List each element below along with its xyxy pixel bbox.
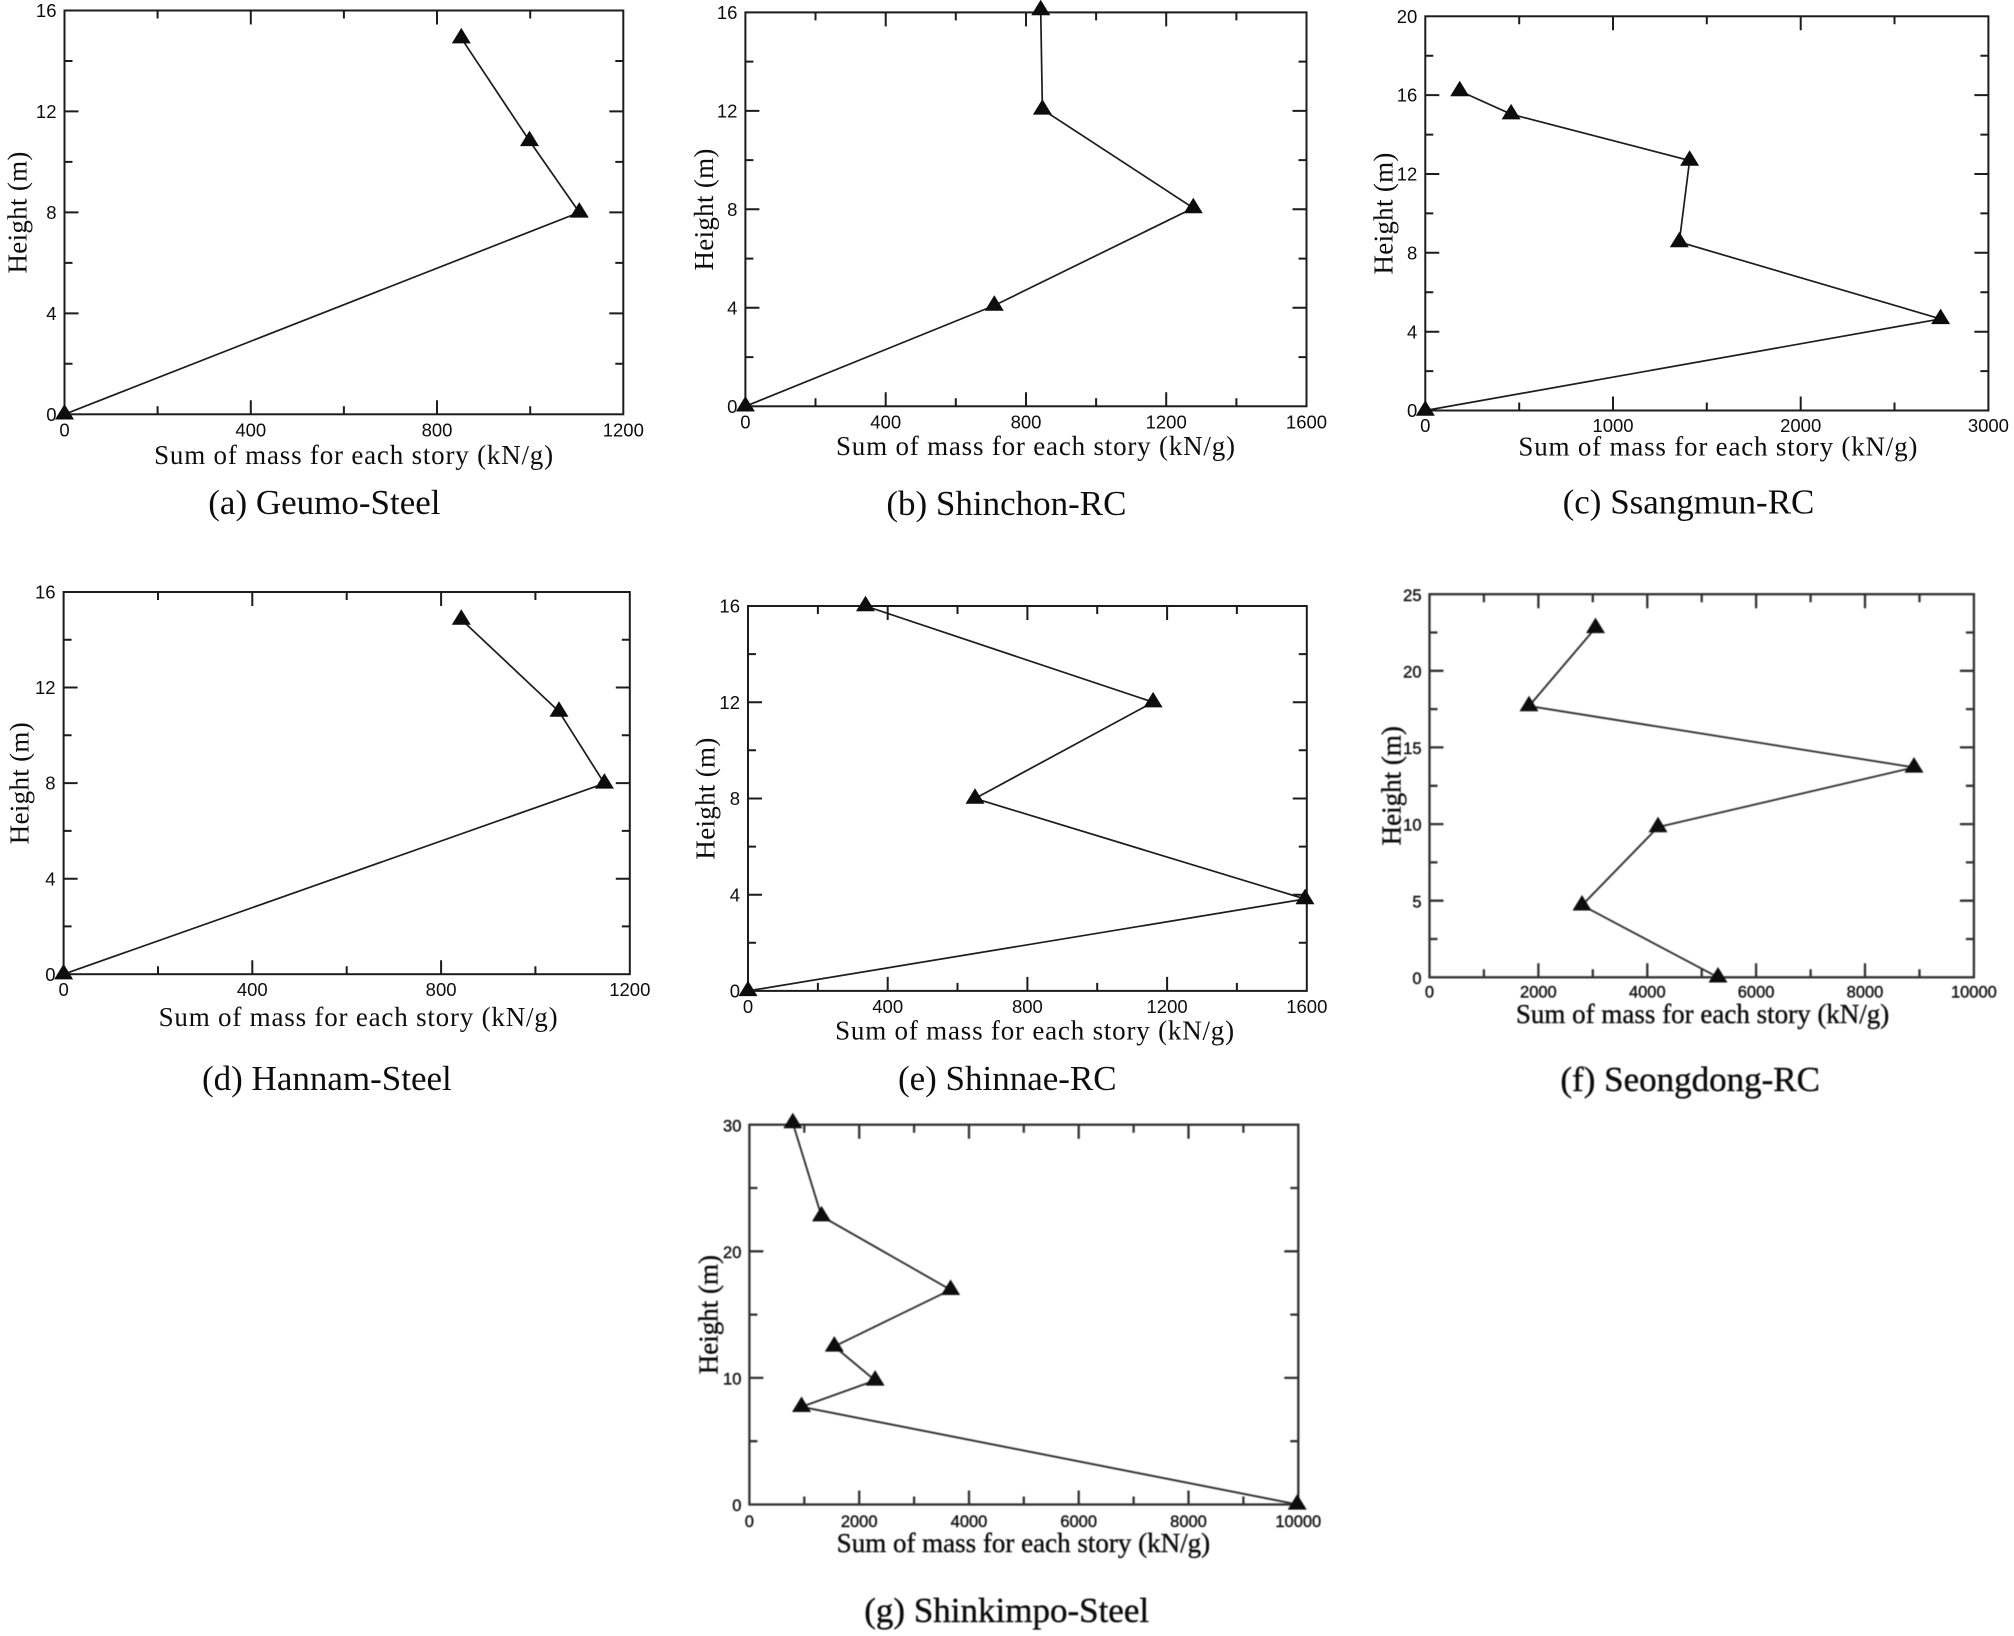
svg-text:15: 15 [1403, 740, 1421, 758]
svg-text:4: 4 [730, 884, 740, 905]
svg-text:800: 800 [426, 979, 457, 1000]
svg-text:12: 12 [35, 677, 56, 698]
svg-text:800: 800 [422, 420, 453, 441]
svg-text:12: 12 [1397, 164, 1418, 185]
svg-text:2000: 2000 [841, 1513, 878, 1531]
svg-text:8: 8 [46, 202, 56, 223]
svg-text:16: 16 [717, 2, 738, 23]
svg-text:30: 30 [723, 1117, 741, 1135]
svg-text:Height (m): Height (m) [3, 151, 33, 273]
svg-text:1200: 1200 [603, 420, 644, 441]
svg-text:(d) Hannam-Steel: (d) Hannam-Steel [202, 1059, 452, 1098]
svg-text:Sum of mass for each story (kN: Sum of mass for each story (kN/g) [1516, 999, 1889, 1029]
svg-text:5: 5 [1412, 893, 1421, 911]
svg-text:4: 4 [46, 303, 56, 324]
svg-text:12: 12 [36, 101, 57, 122]
svg-text:1000: 1000 [1592, 415, 1633, 436]
svg-text:1200: 1200 [609, 979, 650, 1000]
svg-text:0: 0 [45, 964, 55, 985]
svg-text:20: 20 [1403, 663, 1421, 681]
svg-text:Height (m): Height (m) [691, 737, 721, 859]
svg-text:(c) Ssangmun-RC: (c) Ssangmun-RC [1563, 483, 1815, 522]
svg-text:0: 0 [740, 411, 750, 432]
svg-text:4000: 4000 [1629, 984, 1666, 1002]
svg-text:0: 0 [59, 420, 69, 441]
svg-text:Height (m): Height (m) [4, 722, 34, 844]
svg-text:Height (m): Height (m) [1377, 726, 1407, 845]
svg-text:1600: 1600 [1286, 996, 1327, 1017]
svg-text:0: 0 [1407, 400, 1417, 421]
svg-text:4: 4 [727, 297, 737, 318]
svg-text:25: 25 [1403, 587, 1421, 605]
svg-text:8000: 8000 [1170, 1513, 1207, 1531]
svg-text:10: 10 [1403, 817, 1421, 835]
svg-text:16: 16 [36, 0, 57, 21]
svg-text:10: 10 [723, 1371, 741, 1389]
svg-text:Height (m): Height (m) [1368, 152, 1398, 274]
svg-text:12: 12 [719, 692, 740, 713]
svg-text:(b) Shinchon-RC: (b) Shinchon-RC [886, 484, 1126, 523]
svg-text:0: 0 [58, 979, 68, 1000]
svg-text:16: 16 [1397, 85, 1418, 106]
svg-text:16: 16 [719, 596, 740, 617]
svg-text:(f) Seongdong-RC: (f) Seongdong-RC [1560, 1060, 1820, 1099]
svg-text:Sum of mass for each story (kN: Sum of mass for each story (kN/g) [835, 1016, 1235, 1046]
svg-text:12: 12 [717, 101, 738, 122]
svg-text:1600: 1600 [1286, 411, 1327, 432]
svg-text:Sum of mass for each story (kN: Sum of mass for each story (kN/g) [837, 1528, 1210, 1558]
svg-text:0: 0 [745, 1513, 754, 1531]
svg-text:8: 8 [730, 788, 740, 809]
svg-text:400: 400 [872, 996, 903, 1017]
svg-text:800: 800 [1012, 996, 1043, 1017]
svg-text:8: 8 [1407, 242, 1417, 263]
svg-text:8000: 8000 [1847, 984, 1884, 1002]
svg-text:2000: 2000 [1780, 415, 1821, 436]
svg-text:3000: 3000 [1968, 415, 2009, 436]
svg-text:0: 0 [732, 1497, 741, 1515]
svg-text:4: 4 [45, 868, 55, 889]
svg-text:Sum of mass for each story (kN: Sum of mass for each story (kN/g) [159, 1002, 559, 1032]
svg-text:0: 0 [1425, 984, 1434, 1002]
svg-text:6000: 6000 [1738, 984, 1775, 1002]
svg-text:8: 8 [727, 199, 737, 220]
svg-text:400: 400 [235, 420, 266, 441]
svg-text:0: 0 [46, 404, 56, 425]
svg-text:16: 16 [35, 582, 56, 603]
svg-text:400: 400 [237, 979, 268, 1000]
svg-text:10000: 10000 [1951, 984, 1997, 1002]
svg-text:4000: 4000 [951, 1513, 988, 1531]
svg-text:(a) Geumo-Steel: (a) Geumo-Steel [208, 483, 441, 522]
svg-text:Height (m): Height (m) [694, 1255, 724, 1374]
svg-text:0: 0 [1420, 415, 1430, 436]
svg-text:Sum of mass for each story (kN: Sum of mass for each story (kN/g) [154, 440, 554, 470]
svg-text:(g) Shinkimpo-Steel: (g) Shinkimpo-Steel [864, 1591, 1149, 1630]
svg-text:800: 800 [1011, 411, 1042, 432]
svg-text:400: 400 [870, 411, 901, 432]
svg-text:6000: 6000 [1060, 1513, 1097, 1531]
svg-text:8: 8 [45, 773, 55, 794]
svg-text:0: 0 [730, 981, 740, 1002]
svg-text:0: 0 [727, 396, 737, 417]
svg-text:1200: 1200 [1146, 411, 1187, 432]
svg-text:Sum of mass for each story (kN: Sum of mass for each story (kN/g) [836, 431, 1236, 461]
svg-text:Sum of mass for each story (kN: Sum of mass for each story (kN/g) [1518, 431, 1918, 461]
svg-text:2000: 2000 [1520, 984, 1557, 1002]
svg-text:10000: 10000 [1275, 1513, 1321, 1531]
svg-text:20: 20 [723, 1244, 741, 1262]
svg-text:0: 0 [743, 996, 753, 1017]
svg-text:20: 20 [1397, 6, 1418, 27]
svg-text:4: 4 [1407, 321, 1417, 342]
svg-text:(e) Shinnae-RC: (e) Shinnae-RC [898, 1059, 1117, 1098]
svg-text:0: 0 [1412, 970, 1421, 988]
svg-text:Height (m): Height (m) [689, 148, 719, 270]
svg-text:1200: 1200 [1147, 996, 1188, 1017]
